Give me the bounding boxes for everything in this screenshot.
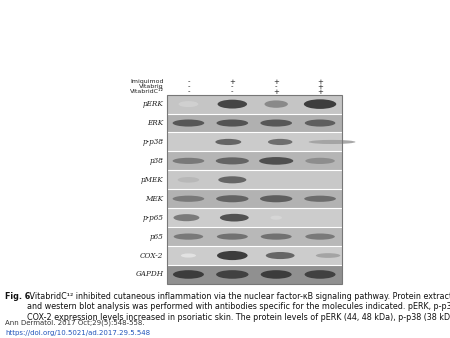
Text: +: + (317, 89, 323, 95)
Text: pMEK: pMEK (141, 176, 163, 184)
Text: https://doi.org/10.5021/ad.2017.29.5.548: https://doi.org/10.5021/ad.2017.29.5.548 (5, 330, 150, 336)
Ellipse shape (173, 270, 204, 279)
Text: GAPDH: GAPDH (135, 270, 163, 279)
Ellipse shape (220, 214, 249, 221)
Text: -: - (275, 83, 278, 90)
Text: MEK: MEK (145, 195, 163, 203)
Text: ERK: ERK (148, 119, 163, 127)
Text: p65: p65 (149, 233, 163, 241)
Bar (166, 246, 342, 265)
Ellipse shape (270, 216, 282, 220)
Ellipse shape (309, 140, 356, 144)
Bar (166, 114, 342, 132)
Ellipse shape (218, 176, 246, 183)
Ellipse shape (261, 120, 292, 126)
Ellipse shape (304, 196, 336, 202)
Text: VitabridC¹² inhibited cutaneous inflammation via the nuclear factor-κB signaling: VitabridC¹² inhibited cutaneous inflamma… (27, 292, 450, 322)
Text: Vitabrig: Vitabrig (139, 84, 163, 89)
Text: -: - (231, 89, 234, 95)
Ellipse shape (260, 195, 292, 202)
Bar (166, 170, 342, 189)
Bar (166, 95, 342, 284)
Text: pERK: pERK (143, 100, 163, 108)
Text: VitabridC¹²: VitabridC¹² (130, 89, 163, 94)
Ellipse shape (173, 120, 204, 126)
Text: COX-2: COX-2 (140, 251, 163, 260)
Ellipse shape (305, 120, 335, 126)
Ellipse shape (265, 100, 288, 108)
Ellipse shape (304, 99, 336, 109)
Bar (166, 189, 342, 208)
Text: p-p65: p-p65 (143, 214, 163, 222)
Text: p-p38: p-p38 (143, 138, 163, 146)
Ellipse shape (181, 254, 196, 258)
Bar (166, 132, 342, 151)
Text: p38: p38 (149, 157, 163, 165)
Text: +: + (317, 83, 323, 90)
Text: -: - (231, 83, 234, 90)
Text: Fig. 6.: Fig. 6. (5, 292, 33, 301)
Text: +: + (230, 79, 235, 84)
Ellipse shape (261, 270, 292, 279)
Bar (166, 227, 342, 246)
Bar (166, 151, 342, 170)
Ellipse shape (179, 101, 198, 107)
Bar (166, 95, 342, 114)
Ellipse shape (305, 270, 336, 279)
Ellipse shape (173, 196, 204, 202)
Ellipse shape (216, 270, 248, 279)
Ellipse shape (217, 251, 248, 260)
Ellipse shape (216, 195, 248, 202)
Ellipse shape (266, 252, 295, 259)
Ellipse shape (174, 234, 203, 240)
Ellipse shape (217, 234, 248, 240)
Ellipse shape (316, 253, 340, 258)
Text: -: - (187, 89, 190, 95)
Ellipse shape (305, 234, 335, 240)
Bar (166, 208, 342, 227)
Ellipse shape (216, 139, 241, 145)
Ellipse shape (174, 214, 199, 221)
Ellipse shape (217, 100, 247, 108)
Text: +: + (317, 79, 323, 84)
Ellipse shape (178, 177, 199, 183)
Ellipse shape (216, 120, 248, 126)
Ellipse shape (216, 158, 249, 164)
Ellipse shape (261, 234, 292, 240)
Text: -: - (187, 79, 190, 84)
Bar (166, 265, 342, 284)
Ellipse shape (259, 157, 293, 165)
Text: +: + (273, 79, 279, 84)
Text: -: - (187, 83, 190, 90)
Text: Imiquimod: Imiquimod (130, 79, 163, 84)
Ellipse shape (305, 158, 335, 164)
Ellipse shape (173, 158, 204, 164)
Text: +: + (273, 89, 279, 95)
Ellipse shape (268, 139, 292, 145)
Text: Ann Dermatol. 2017 Oct;29(5):548-558.: Ann Dermatol. 2017 Oct;29(5):548-558. (5, 320, 144, 327)
